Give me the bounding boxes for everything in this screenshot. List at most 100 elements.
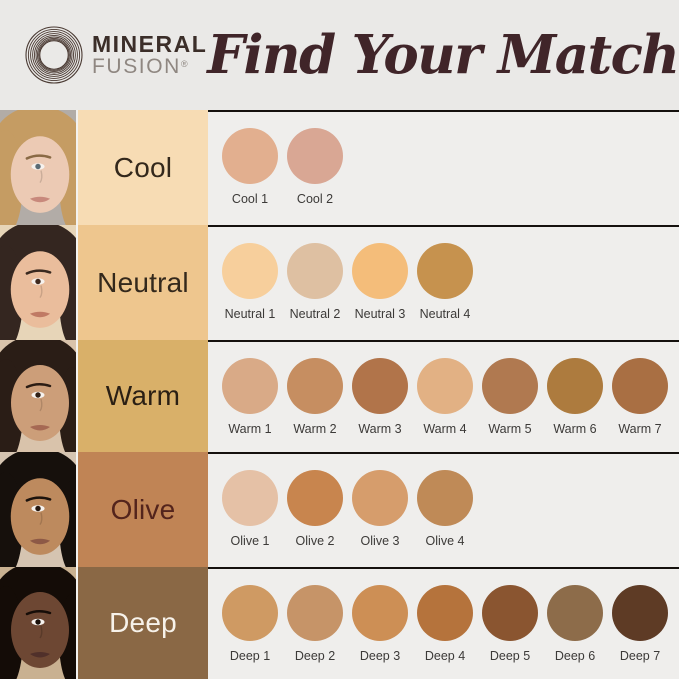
shade-color-dot (417, 470, 473, 526)
shade-color-dot (547, 585, 603, 641)
shade-swatch: Neutral 3 (352, 243, 408, 321)
shade-swatch: Deep 5 (482, 585, 538, 663)
swatch-strip-cool: Cool 1 Cool 2 (208, 110, 679, 225)
shade-label: Cool 2 (296, 192, 334, 206)
shade-row-neutral: Neutral Neutral 1 Neutral 2 Neutral 3 Ne… (0, 225, 679, 340)
model-photo-neutral (0, 225, 76, 340)
shade-color-dot (547, 358, 603, 414)
divider (76, 340, 78, 452)
shade-color-dot (287, 470, 343, 526)
shade-family-label-warm: Warm (78, 340, 208, 452)
shade-label: Neutral 4 (419, 307, 471, 321)
shade-swatch: Deep 6 (547, 585, 603, 663)
header: MINERAL FUSION® Find Your Match (0, 0, 679, 110)
model-photo-warm (0, 340, 76, 452)
shade-color-dot (417, 243, 473, 299)
shade-swatch: Cool 2 (287, 128, 343, 206)
shade-label: Olive 4 (425, 534, 465, 548)
shade-label: Warm 3 (358, 422, 402, 436)
swatch-strip-warm: Warm 1 Warm 2 Warm 3 Warm 4 Warm 5 Warm … (208, 340, 679, 452)
shade-swatch: Neutral 4 (417, 243, 473, 321)
shade-label: Warm 1 (228, 422, 272, 436)
shade-color-dot (222, 128, 278, 184)
shade-label: Olive 1 (230, 534, 270, 548)
shade-label: Deep 1 (229, 649, 271, 663)
shade-color-dot (482, 585, 538, 641)
shade-label: Olive 2 (295, 534, 335, 548)
shade-family-label-cool: Cool (78, 110, 208, 225)
swatch-strip-olive: Olive 1 Olive 2 Olive 3 Olive 4 (208, 452, 679, 567)
shade-swatch: Olive 3 (352, 470, 408, 548)
shade-color-dot (352, 585, 408, 641)
shade-rows: Cool Cool 1 Cool 2 (0, 110, 679, 679)
shade-label: Warm 4 (423, 422, 467, 436)
registered-mark: ® (180, 59, 188, 70)
shade-color-dot (417, 585, 473, 641)
shade-label: Neutral 2 (289, 307, 341, 321)
shade-swatch: Warm 7 (612, 358, 668, 436)
swatch-strip-neutral: Neutral 1 Neutral 2 Neutral 3 Neutral 4 (208, 225, 679, 340)
shade-family-label-deep: Deep (78, 567, 208, 679)
shade-label: Warm 2 (293, 422, 337, 436)
shade-swatch: Warm 5 (482, 358, 538, 436)
shade-family-label-olive: Olive (78, 452, 208, 567)
swatch-strip-deep: Deep 1 Deep 2 Deep 3 Deep 4 Deep 5 Deep … (208, 567, 679, 679)
shade-color-dot (352, 358, 408, 414)
shade-family-label-neutral: Neutral (78, 225, 208, 340)
shade-swatch: Cool 1 (222, 128, 278, 206)
shade-color-dot (222, 585, 278, 641)
shade-color-dot (222, 470, 278, 526)
shade-swatch: Olive 2 (287, 470, 343, 548)
shade-label: Cool 1 (231, 192, 269, 206)
shade-swatch: Deep 2 (287, 585, 343, 663)
shade-swatch: Warm 4 (417, 358, 473, 436)
shade-color-dot (222, 358, 278, 414)
shade-color-dot (287, 585, 343, 641)
shade-row-warm: Warm Warm 1 Warm 2 Warm 3 Warm 4 Warm 5 … (0, 340, 679, 452)
shade-color-dot (287, 243, 343, 299)
shade-swatch: Neutral 2 (287, 243, 343, 321)
shade-color-dot (287, 358, 343, 414)
shade-label: Olive 3 (360, 534, 400, 548)
shade-swatch: Warm 3 (352, 358, 408, 436)
brand-wordmark: MINERAL FUSION® (92, 30, 208, 79)
shade-label: Deep 4 (424, 649, 466, 663)
shade-label: Neutral 3 (354, 307, 406, 321)
shade-row-olive: Olive Olive 1 Olive 2 Olive 3 Olive 4 (0, 452, 679, 567)
model-photo-cool (0, 110, 76, 225)
shade-swatch: Deep 1 (222, 585, 278, 663)
shade-label: Warm 6 (553, 422, 597, 436)
shade-swatch: Neutral 1 (222, 243, 278, 321)
shade-color-dot (287, 128, 343, 184)
shade-label: Warm 7 (618, 422, 662, 436)
shade-label: Deep 6 (554, 649, 596, 663)
shade-label: Deep 5 (489, 649, 531, 663)
shade-swatch: Warm 6 (547, 358, 603, 436)
shade-color-dot (482, 358, 538, 414)
shade-row-cool: Cool Cool 1 Cool 2 (0, 110, 679, 225)
brand-logo: MINERAL FUSION® (24, 25, 207, 85)
shade-color-dot (612, 585, 668, 641)
divider (76, 225, 78, 340)
shade-swatch: Deep 7 (612, 585, 668, 663)
shade-color-dot (222, 243, 278, 299)
brand-name-line2: FUSION® (92, 55, 188, 79)
shade-swatch: Warm 1 (222, 358, 278, 436)
shade-label: Deep 3 (359, 649, 401, 663)
shade-swatch: Warm 2 (287, 358, 343, 436)
divider (76, 110, 78, 225)
shade-swatch: Deep 3 (352, 585, 408, 663)
concentric-rings-icon (25, 26, 83, 84)
page-title: Find Your Match (207, 24, 679, 86)
shade-swatch: Deep 4 (417, 585, 473, 663)
model-photo-deep (0, 567, 76, 679)
shade-label: Deep 7 (619, 649, 661, 663)
brand-name-line1: MINERAL (92, 30, 208, 57)
shade-label: Deep 2 (294, 649, 336, 663)
shade-row-deep: Deep Deep 1 Deep 2 Deep 3 Deep 4 Deep 5 … (0, 567, 679, 679)
shade-color-dot (417, 358, 473, 414)
shade-color-dot (352, 470, 408, 526)
shade-label: Warm 5 (488, 422, 532, 436)
shade-color-dot (612, 358, 668, 414)
